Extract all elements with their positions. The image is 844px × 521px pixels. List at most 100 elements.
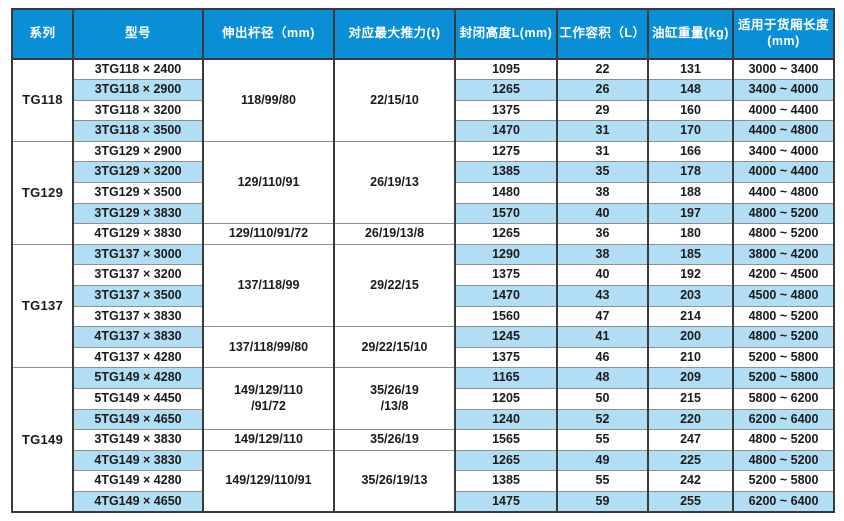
model-cell: 3TG137 × 3000 [72,243,204,266]
model-cell: 3TG118 × 3200 [72,99,204,122]
closed-height-cell: 1275 [454,140,558,163]
cylinder-weight-cell: 188 [647,182,734,204]
cargo-length-cell: 4800 ~ 5200 [732,449,835,472]
table-row: 4TG129 × 3830 129/110/91/72 26/19/13/8 1265… [12,223,835,245]
max-thrust-cell: 26/19/13 [333,140,456,225]
model-cell: 3TG137 × 3830 [72,305,204,328]
working-volume-cell: 38 [556,243,649,266]
table-row: TG137 3TG137 × 3000 137/118/99 29/22/15 1290… [11,243,835,369]
series-cell: TG129 [11,140,74,245]
cylinder-weight-cell: 247 [647,429,734,451]
model-cell: 4TG137 × 3830 [72,326,204,348]
model-cell: 3TG118 × 2400 [72,58,204,81]
cylinder-weight-cell: 178 [647,161,734,184]
header-max-thrust: 对应最大推力(t) [333,8,456,60]
closed-height-cell: 1385 [454,470,558,492]
cargo-length-cell: 4400 ~ 4800 [732,120,835,142]
cylinder-weight-cell: 160 [647,99,734,122]
model-cell: 3TG129 × 3200 [72,161,204,184]
working-volume-cell: 41 [556,326,649,348]
closed-height-cell: 1240 [454,408,558,431]
closed-height-cell: 1560 [454,305,558,328]
working-volume-cell: 40 [556,264,649,287]
model-cell: 5TG149 × 4280 [72,367,204,389]
working-volume-cell: 55 [556,429,649,451]
table-row: TG129 3TG129 × 2900 129/110/91 26/19/13 1275… [11,140,835,245]
cylinder-weight-cell: 225 [647,449,734,472]
working-volume-cell: 29 [556,99,649,122]
max-thrust-cell: 22/15/10 [333,58,456,142]
closed-height-cell: 1470 [454,120,558,142]
closed-height-cell: 1375 [454,264,558,287]
table-row: 3TG118 × 3500 1470 31 170 4400 ~ 4800 [12,120,835,142]
series-cell: TG137 [11,243,74,369]
header-model: 型号 [72,8,204,60]
closed-height-cell: 1565 [454,429,558,451]
cargo-length-cell: 4800 ~ 5200 [732,202,835,225]
cylinder-weight-cell: 215 [647,388,734,410]
cargo-length-cell: 4000 ~ 4400 [732,161,835,184]
table-row: 3TG137 × 3500 1470 43 203 4500 ~ 4800 [12,285,835,307]
max-thrust-cell: 26/19/13/8 [333,223,456,245]
closed-height-cell: 1375 [454,99,558,122]
cylinder-weight-cell: 185 [647,243,734,266]
model-cell: 3TG137 × 3500 [72,285,204,307]
table-row: TG118 3TG118 × 2400 118/99/80 22/15/10 1095 2… [11,58,835,142]
cargo-length-cell: 5200 ~ 5800 [732,346,835,369]
cylinder-weight-cell: 209 [647,367,734,389]
working-volume-cell: 59 [556,490,649,513]
header-closed-height: 封闭高度L(mm) [454,8,558,60]
closed-height-cell: 1265 [454,79,558,101]
rod-diameter-cell: 118/99/80 [202,58,335,142]
header-row: 系列 型号 伸出杆径（mm) 对应最大推力(t) 封闭高度L(mm) 工作容积（… [11,8,835,60]
cargo-length-cell: 3400 ~ 4000 [732,79,835,101]
table-row: 3TG129 × 3830 1570 40 197 4800 ~ 5200 [12,202,835,225]
cylinder-weight-cell: 255 [647,490,734,513]
model-cell: 4TG129 × 3830 [72,223,204,245]
rod-diameter-cell: 137/118/99 [202,243,335,328]
table-row: 3TG118 × 2900 1265 26 148 3400 ~ 4000 [12,79,835,101]
header-series: 系列 [11,8,74,60]
model-cell: 4TG149 × 3830 [72,449,204,472]
cargo-length-cell: 4800 ~ 5200 [732,305,835,328]
cylinder-weight-cell: 180 [647,223,734,245]
cargo-length-cell: 5800 ~ 6200 [732,388,835,410]
cylinder-weight-cell: 203 [647,285,734,307]
working-volume-cell: 31 [556,140,649,163]
table-row: 3TG129 × 3200 1385 35 178 4000 ~ 4400 [12,161,835,184]
table-row: 3TG118 × 3200 1375 29 160 4000 ~ 4400 [12,99,835,122]
table-row: TG149 5TG149 × 4280 149/129/110 /91/72 35/2… [11,367,835,513]
cargo-length-cell: 6200 ~ 6400 [732,490,835,513]
table-body: TG118 3TG118 × 2400 118/99/80 22/15/10 1095 2… [11,58,835,513]
cargo-length-cell: 4800 ~ 5200 [732,326,835,348]
max-thrust-cell: 35/26/19/13 [333,449,456,513]
max-thrust-cell: 29/22/15 [333,243,456,328]
working-volume-cell: 49 [556,449,649,472]
working-volume-cell: 46 [556,346,649,369]
max-thrust-cell: 35/26/19 [333,429,456,451]
working-volume-cell: 40 [556,202,649,225]
closed-height-cell: 1480 [454,182,558,204]
closed-height-cell: 1290 [454,243,558,266]
model-cell: 5TG149 × 4450 [72,388,204,410]
working-volume-cell: 50 [556,388,649,410]
closed-height-cell: 1570 [454,202,558,225]
model-cell: 4TG149 × 4650 [72,490,204,513]
table-row: 4TG149 × 3830 149/129/110/91 35/26/19/13 12… [12,449,835,513]
closed-height-cell: 1165 [454,367,558,389]
rod-diameter-cell: 129/110/91 [202,140,335,225]
working-volume-cell: 26 [556,79,649,101]
model-cell: 5TG149 × 4650 [72,408,204,431]
closed-height-cell: 1475 [454,490,558,513]
cargo-length-cell: 3400 ~ 4000 [732,140,835,163]
working-volume-cell: 52 [556,408,649,431]
rod-diameter-cell: 149/129/110/91 [202,449,335,513]
cargo-length-cell: 6200 ~ 6400 [732,408,835,431]
working-volume-cell: 35 [556,161,649,184]
working-volume-cell: 55 [556,470,649,492]
max-thrust-cell: 35/26/19 /13/8 [333,367,456,431]
table-row: 3TG137 × 3830 1560 47 214 4800 ~ 5200 [12,305,835,328]
table-row: 4TG137 × 3830 137/118/99/80 29/22/15/10 124… [12,326,835,369]
rod-diameter-cell: 149/129/110 /91/72 [202,367,335,431]
cylinder-weight-cell: 242 [647,470,734,492]
